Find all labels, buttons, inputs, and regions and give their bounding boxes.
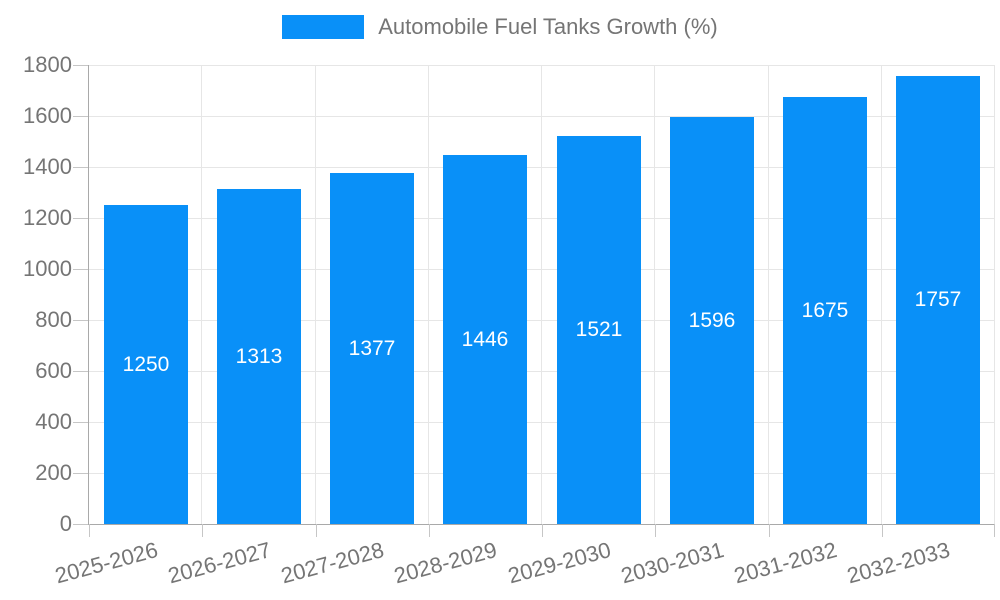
y-axis-tick-label: 400 (35, 409, 72, 434)
bar-value-label: 1596 (688, 308, 736, 332)
y-axis-tick-label: 1600 (23, 103, 72, 128)
bar-value-label: 1377 (348, 336, 396, 360)
x-axis-category-label: 2028-2029 (391, 537, 500, 589)
y-axis-tick (73, 422, 88, 423)
x-axis-category-label: 2032-2033 (844, 537, 953, 589)
y-axis-tick-label: 600 (35, 358, 72, 383)
bar[interactable]: 1675 (783, 97, 867, 524)
vertical-gridline (201, 65, 203, 524)
y-axis-tick (73, 116, 88, 117)
vertical-gridline (541, 65, 542, 524)
bar[interactable]: 1377 (330, 173, 414, 524)
bar[interactable]: 1446 (443, 155, 527, 524)
x-axis-category-label: 2029-2030 (504, 537, 614, 589)
y-axis-tick (73, 473, 88, 474)
x-axis-tick (994, 524, 995, 537)
y-axis-tick-label: 1400 (23, 154, 72, 179)
horizontal-gridline (89, 473, 995, 474)
x-axis-tick (542, 524, 543, 537)
x-axis-tick (428, 524, 430, 537)
x-axis-category-label: 2027-2028 (278, 537, 387, 589)
legend[interactable]: Automobile Fuel Tanks Growth (%) (0, 14, 1000, 40)
horizontal-gridline (89, 65, 995, 66)
bar[interactable]: 1313 (217, 189, 301, 524)
bar-value-label: 1250 (122, 352, 170, 376)
horizontal-gridline (89, 218, 995, 219)
y-axis-tick-label: 1200 (23, 205, 72, 230)
horizontal-gridline (89, 422, 995, 423)
x-axis-category-label: 2026-2027 (165, 537, 274, 589)
x-axis-category-label: 2025-2026 (51, 537, 161, 589)
y-axis-tick (73, 269, 88, 270)
y-axis-tick (73, 371, 88, 372)
y-axis-tick-label: 1000 (23, 256, 72, 281)
horizontal-gridline (89, 371, 995, 372)
bar-value-label: 1521 (575, 318, 623, 341)
x-axis-category-label: 2031-2032 (731, 537, 840, 589)
bar[interactable]: 1521 (557, 136, 641, 524)
horizontal-gridline (89, 269, 995, 270)
y-axis-tick (73, 524, 88, 525)
x-axis-tick (315, 524, 317, 537)
bar[interactable]: 1250 (104, 205, 188, 524)
bar[interactable]: 1596 (670, 117, 754, 524)
y-axis-tick (73, 65, 88, 66)
vertical-gridline (994, 65, 995, 524)
y-axis-tick-label: 0 (59, 511, 72, 536)
vertical-gridline (427, 65, 429, 524)
x-axis-tick (655, 524, 657, 537)
x-axis-tick (881, 524, 883, 537)
legend-swatch-icon (282, 15, 365, 39)
horizontal-gridline (89, 320, 995, 321)
x-axis-tick (202, 524, 204, 537)
horizontal-gridline (89, 116, 995, 117)
vertical-gridline (654, 65, 656, 524)
bar-value-label: 1446 (461, 327, 509, 351)
bar[interactable]: 1757 (896, 76, 980, 524)
x-axis-category-label: 2030-2031 (618, 537, 727, 589)
x-axis-tick (89, 524, 90, 537)
bar-value-label: 1313 (235, 344, 283, 368)
bar-value-label: 1757 (914, 288, 962, 311)
vertical-gridline (767, 65, 769, 524)
vertical-gridline (880, 65, 882, 524)
horizontal-gridline (89, 167, 995, 168)
y-axis-tick (73, 167, 88, 168)
legend-label: Automobile Fuel Tanks Growth (%) (378, 14, 718, 39)
y-axis-tick (73, 218, 88, 219)
y-axis-tick-label: 800 (35, 307, 72, 332)
y-axis-tick (73, 320, 88, 321)
y-axis-tick-label: 200 (35, 460, 72, 485)
y-axis-tick-label: 1800 (23, 52, 72, 77)
plot-area: 0 200 400 600 800 1000 1200 1400 1600 1800 1250 131… (23, 52, 995, 588)
vertical-gridline (314, 65, 316, 524)
bar-value-label: 1675 (801, 298, 849, 322)
x-axis-tick (768, 524, 770, 537)
